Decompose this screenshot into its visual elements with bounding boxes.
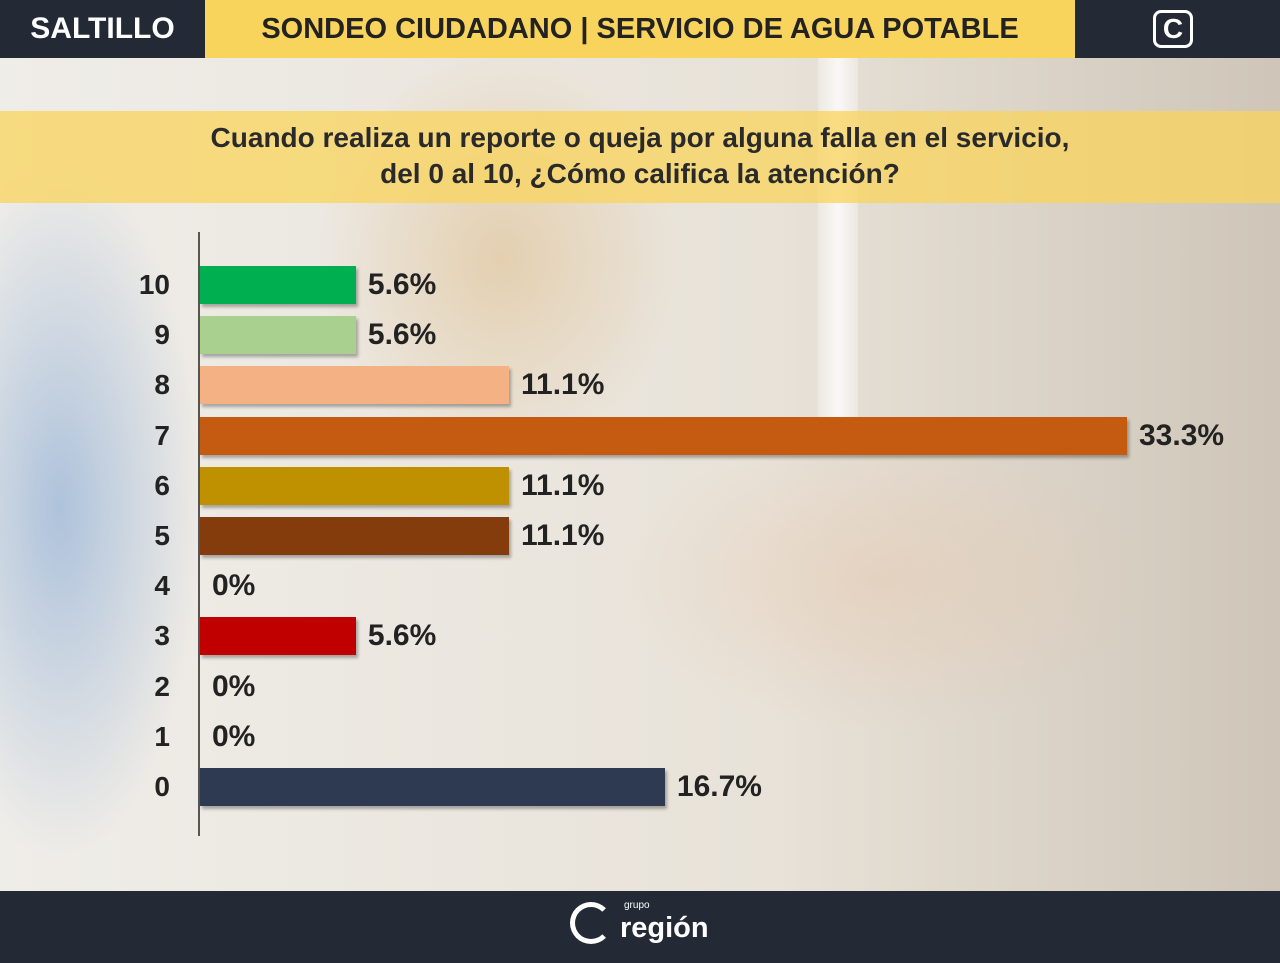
bar-3 bbox=[200, 617, 356, 656]
header-bar: SALTILLO SONDEO CIUDADANO | SERVICIO DE … bbox=[0, 0, 1280, 58]
value-label: 11.1% bbox=[521, 519, 605, 552]
value-label: 33.3% bbox=[1139, 418, 1225, 452]
value-label: 0% bbox=[212, 569, 256, 603]
value-label: 5.6% bbox=[367, 268, 437, 301]
category-label: 3 bbox=[154, 620, 170, 652]
brand-logo-icon: C bbox=[1153, 10, 1193, 48]
y-axis-line bbox=[198, 232, 200, 836]
value-label: 5.6% bbox=[367, 619, 437, 653]
footer-bar bbox=[0, 891, 1280, 963]
category-label: 9 bbox=[154, 319, 170, 351]
category-label: 7 bbox=[154, 419, 170, 451]
survey-title: SONDEO CIUDADANO | SERVICIO DE AGUA POTA… bbox=[205, 0, 1075, 58]
question-line-1: Cuando realiza un reporte o queja por al… bbox=[210, 122, 1070, 153]
value-label: 11.1% bbox=[521, 468, 605, 502]
value-label: 16.7% bbox=[676, 770, 762, 803]
category-label: 5 bbox=[154, 520, 170, 551]
question-band: Cuando realiza un reporte o queja por al… bbox=[0, 111, 1280, 203]
category-label: 2 bbox=[154, 670, 170, 702]
city-label: SALTILLO bbox=[30, 12, 175, 45]
value-label: 0% bbox=[212, 669, 256, 703]
bar-7 bbox=[200, 416, 1127, 455]
bar-6 bbox=[200, 466, 509, 505]
question-line-2: del 0 al 10, ¿Cómo califica la atención? bbox=[380, 158, 900, 189]
brand-name: región bbox=[620, 912, 709, 944]
grupo-region-logo-icon bbox=[570, 902, 612, 944]
bar-0 bbox=[200, 768, 665, 806]
bar-5 bbox=[200, 517, 509, 555]
brand-small: grupo bbox=[624, 900, 650, 911]
category-label: 1 bbox=[154, 720, 170, 752]
value-label: 0% bbox=[212, 719, 256, 753]
category-label: 8 bbox=[154, 369, 170, 401]
category-label: 0 bbox=[154, 771, 170, 802]
bar-10 bbox=[200, 266, 356, 304]
category-label: 6 bbox=[154, 469, 170, 501]
value-label: 11.1% bbox=[521, 368, 605, 402]
category-label: 4 bbox=[154, 570, 170, 602]
value-label: 5.6% bbox=[367, 318, 437, 352]
bar-8 bbox=[200, 366, 509, 405]
category-label: 10 bbox=[138, 269, 170, 300]
bar-9 bbox=[200, 316, 356, 355]
